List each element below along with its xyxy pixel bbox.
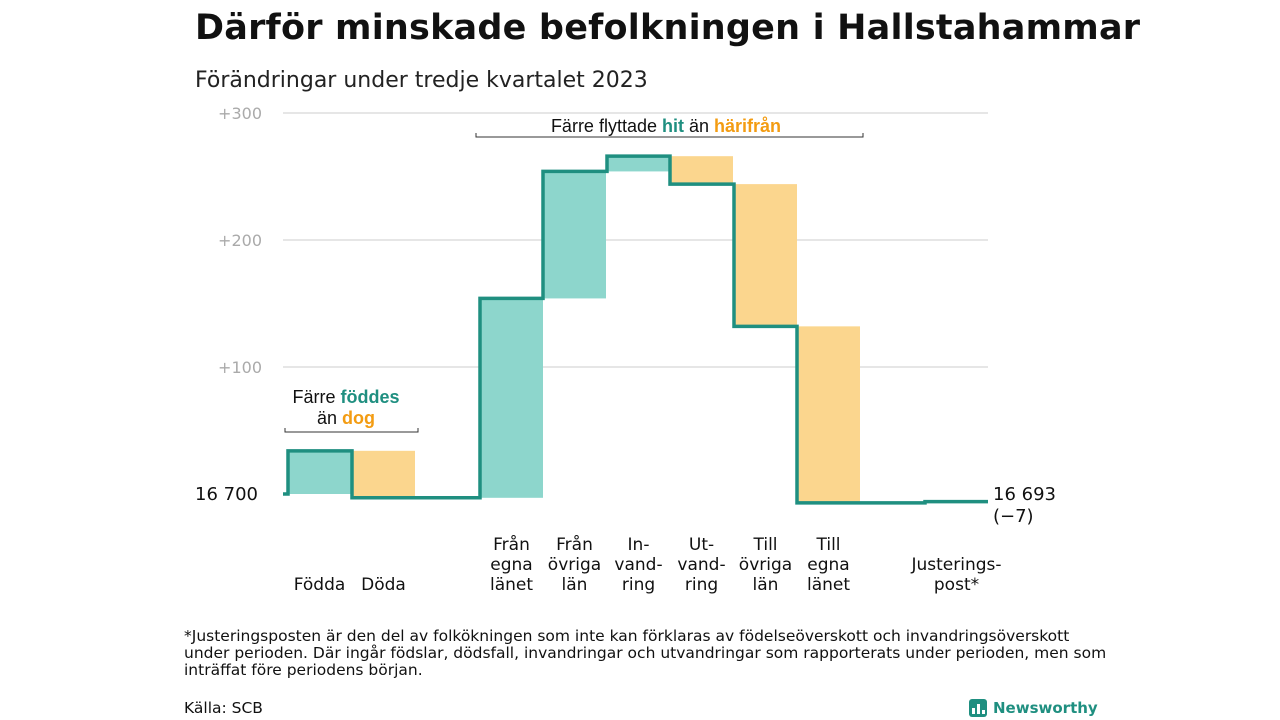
category-label: Födda <box>294 575 346 595</box>
category-label: In-vand-ring <box>614 535 662 595</box>
y-tick-label: +100 <box>218 358 262 377</box>
source-label: Källa: SCB <box>184 699 263 717</box>
newsworthy-logo: Newsworthy <box>969 696 1098 720</box>
waterfall-bar <box>797 326 860 503</box>
y-tick-label: +200 <box>218 231 262 250</box>
end-value-label: 16 693 <box>993 484 1056 505</box>
cumulative-line <box>283 154 988 505</box>
waterfall-chart: +100 +200 +300 Födda Döda Från egna länet Från öv… <box>195 104 1056 595</box>
category-label: Till övriga län <box>739 535 792 595</box>
chart-subtitle: Förändringar under tredje kvartalet 2023 <box>195 68 648 93</box>
category-label: Till egna länet <box>807 535 850 595</box>
annotation-migration: Färre flyttade hit än härifrån <box>551 116 781 136</box>
waterfall-bar <box>734 184 797 327</box>
category-label: Ut-vand-ring <box>677 535 725 595</box>
chart-title: Därför minskade befolkningen i Hallstaha… <box>195 8 1141 48</box>
waterfall-bar <box>352 450 415 498</box>
waterfall-bar <box>288 450 351 494</box>
waterfall-bar <box>543 171 606 299</box>
category-label: Döda <box>361 575 406 595</box>
annotation-births: än dog <box>317 408 375 428</box>
category-label: Från egna länet <box>490 534 533 595</box>
waterfall-bar <box>670 156 733 185</box>
annotation-births: Färre föddes <box>292 387 399 407</box>
end-change-label: (−7) <box>993 506 1034 527</box>
waterfall-bar <box>607 156 670 172</box>
annotation-bracket <box>284 428 419 433</box>
annotation-bracket <box>475 133 864 138</box>
bar-chart-icon <box>969 699 987 717</box>
y-tick-label: +300 <box>218 104 262 123</box>
logo-text: Newsworthy <box>993 699 1098 717</box>
waterfall-bar <box>480 298 543 498</box>
start-value-label: 16 700 <box>195 484 258 505</box>
footnote: *Justeringsposten är den del av folkökni… <box>184 627 1107 679</box>
category-label: Justerings-post* <box>910 555 1001 595</box>
category-label: Från övriga län <box>548 534 601 595</box>
